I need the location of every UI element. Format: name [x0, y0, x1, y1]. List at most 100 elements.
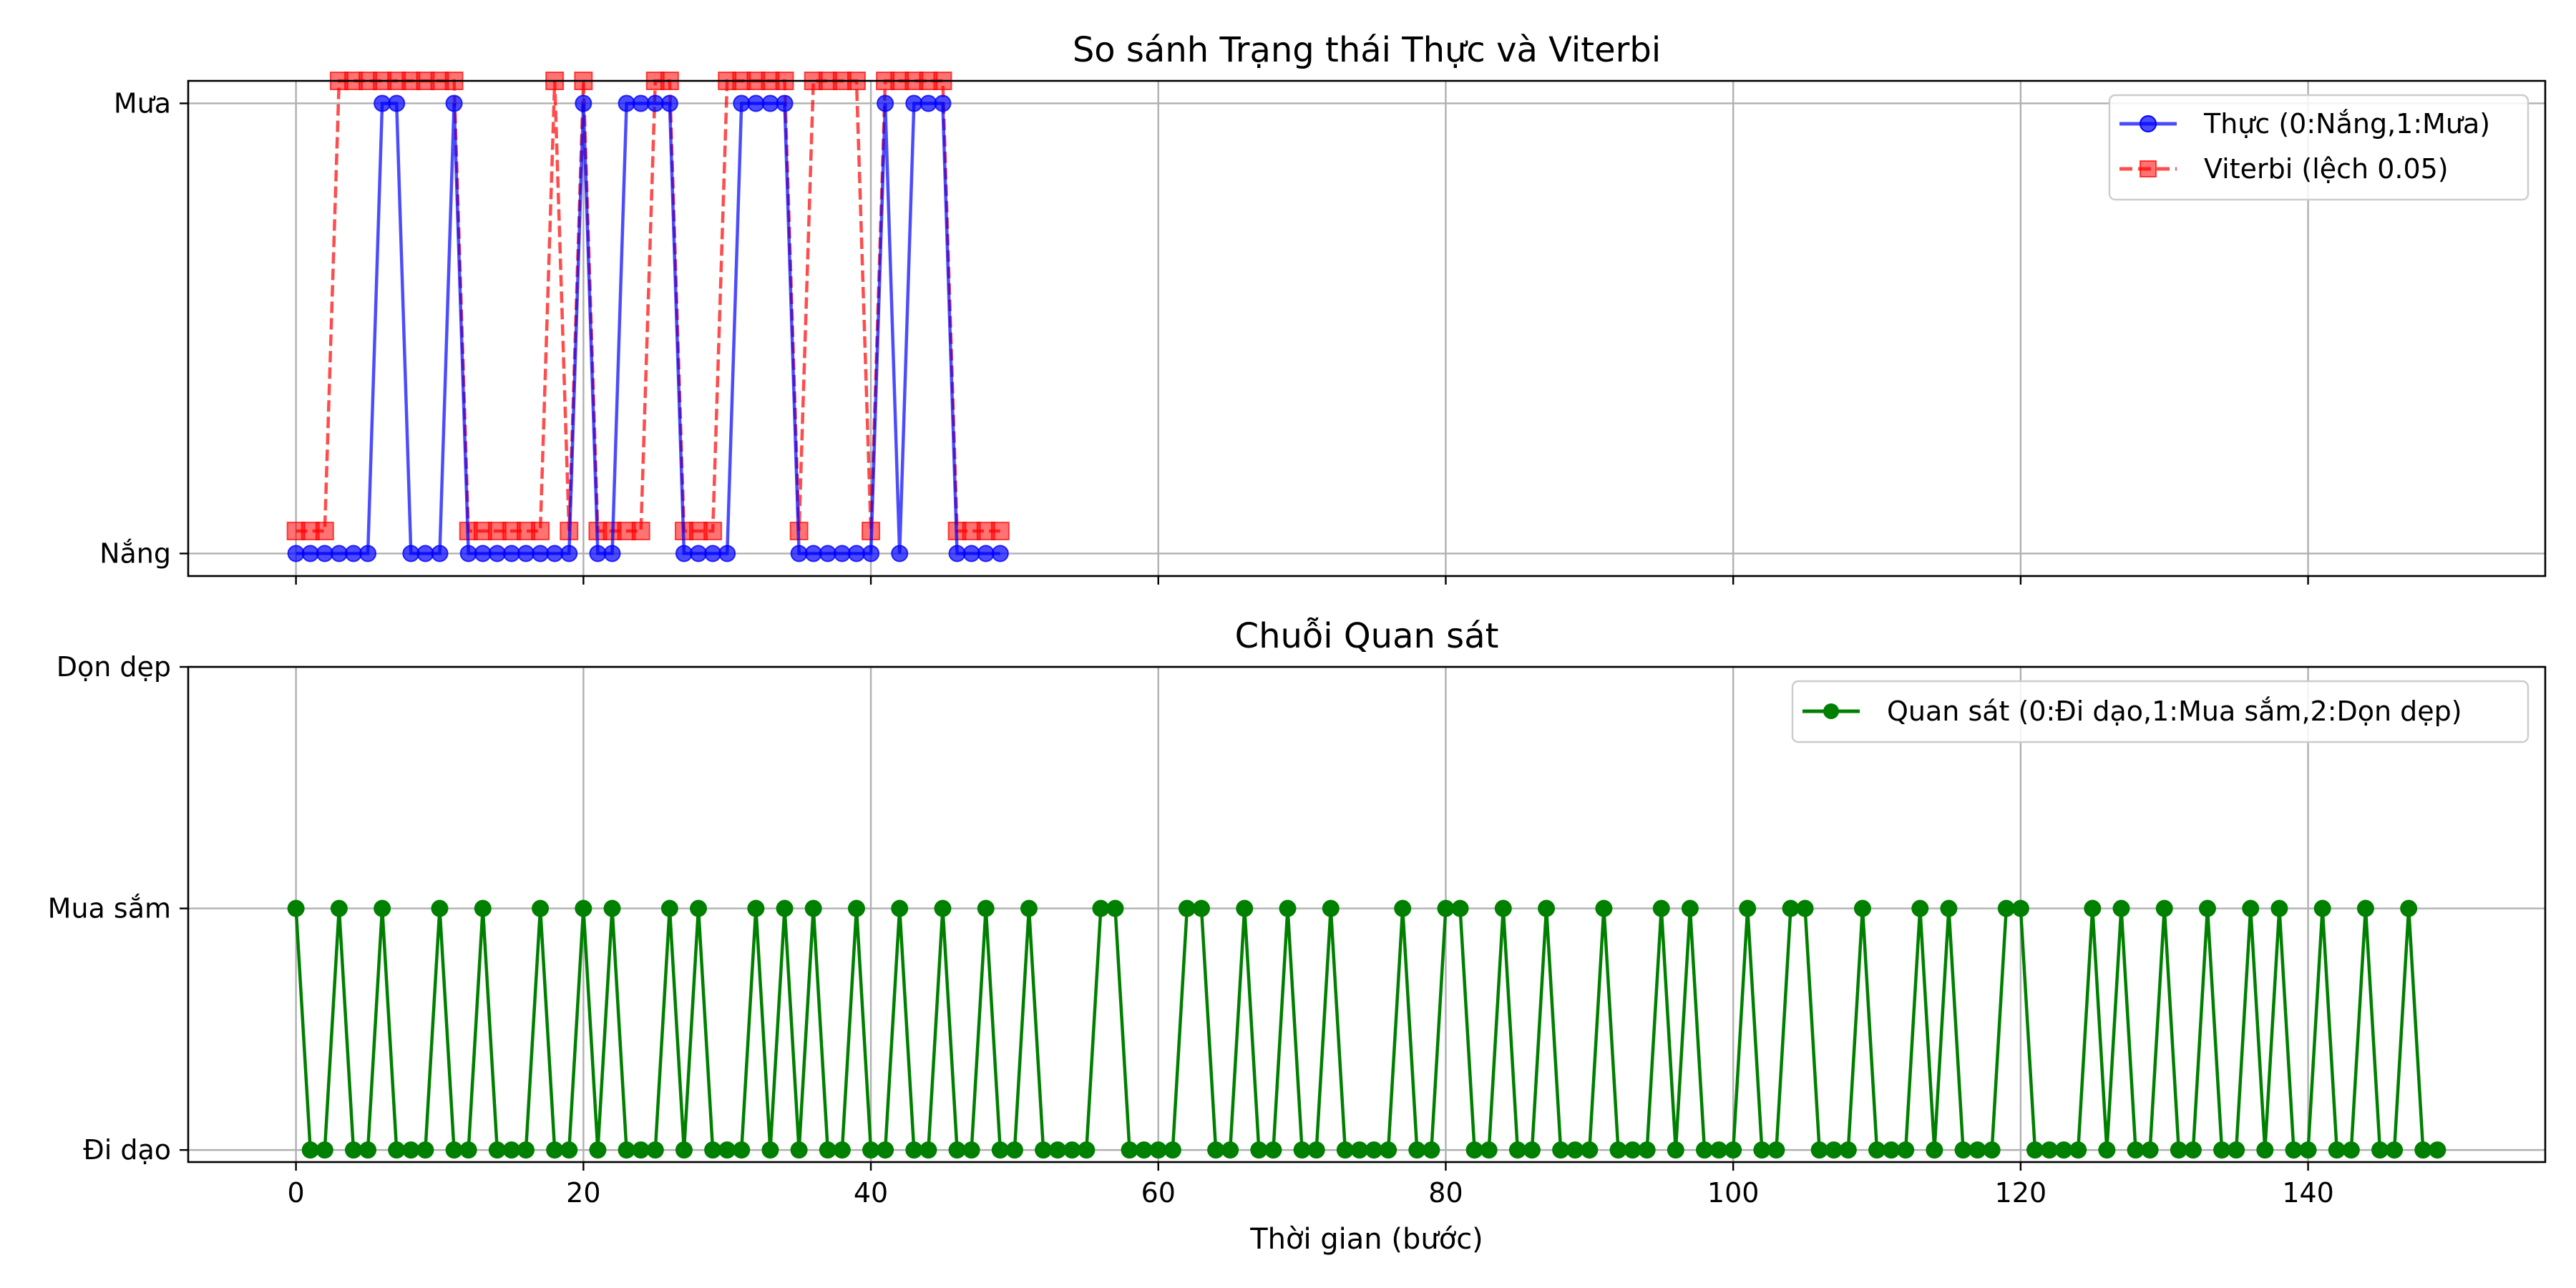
- x-tick-label: 0: [288, 1177, 305, 1209]
- observation-point: [1135, 1141, 1153, 1159]
- observation-point: [2356, 899, 2374, 917]
- observation-point: [287, 899, 305, 917]
- true-state-point: [991, 545, 1009, 562]
- y-tick-label: Dọn dẹp: [57, 651, 171, 683]
- observation-point: [2026, 1141, 2044, 1159]
- observation-point: [1437, 899, 1455, 917]
- true-state-point: [330, 545, 348, 562]
- observation-point: [2228, 1141, 2245, 1159]
- observation-point: [2084, 899, 2102, 917]
- observation-point: [1681, 899, 1699, 917]
- observation-point: [833, 1141, 851, 1159]
- viterbi-point: [990, 522, 1010, 541]
- observation-point: [1911, 899, 1929, 917]
- observation-point: [962, 1141, 980, 1159]
- true-state-point: [934, 94, 952, 112]
- observation-point: [1394, 899, 1412, 917]
- observation-point: [1753, 1141, 1771, 1159]
- observation-point: [1092, 899, 1110, 917]
- observation-point: [316, 1141, 333, 1159]
- observation-point: [1149, 1141, 1167, 1159]
- bottom-chart-legend: Quan sát (0:Đi dạo,1:Mua sắm,2:Dọn dẹp): [1791, 680, 2529, 743]
- observation-point: [1193, 899, 1211, 917]
- true-state-point: [287, 545, 305, 562]
- observation-point: [905, 1141, 923, 1159]
- observation-point: [718, 1141, 736, 1159]
- observation-point: [618, 1141, 635, 1159]
- observation-point: [1883, 1141, 1901, 1159]
- bottom-chart-series: [287, 899, 2446, 1159]
- top-chart-legend: Thực (0:Nắng,1:Mưa) Viterbi (lệch 0.05): [2108, 94, 2529, 201]
- observation-point: [474, 899, 492, 917]
- true-state-point: [747, 94, 765, 112]
- observation-point: [1307, 1141, 1325, 1159]
- observation-point: [1897, 1141, 1915, 1159]
- observation-point: [2270, 899, 2288, 917]
- observation-point: [359, 1141, 377, 1159]
- observation-point: [776, 899, 794, 917]
- true-state-point: [819, 545, 836, 562]
- observation-point: [1825, 1141, 1843, 1159]
- observation-point: [1293, 1141, 1311, 1159]
- viterbi-point: [531, 522, 550, 541]
- observation-point: [1049, 1141, 1067, 1159]
- observation-point: [1739, 899, 1757, 917]
- observation-point: [1868, 1141, 1886, 1159]
- observation-point: [2371, 1141, 2389, 1159]
- legend-viterbi-label: Viterbi (lệch 0.05): [2204, 153, 2449, 185]
- viterbi-point: [315, 522, 334, 541]
- x-tick-label: 120: [1995, 1177, 2047, 1209]
- observation-point: [1221, 1141, 1239, 1159]
- x-tick-label: 100: [1707, 1177, 1760, 1209]
- true-state-point: [690, 545, 708, 562]
- observation-point: [546, 1141, 564, 1159]
- observation-point: [560, 1141, 578, 1159]
- observation-point: [1839, 1141, 1857, 1159]
- observation-point: [2313, 899, 2331, 917]
- observation-point: [1696, 1141, 1714, 1159]
- observation-point: [2184, 1141, 2202, 1159]
- legend-true-marker: [2140, 115, 2157, 132]
- observation-point: [517, 1141, 535, 1159]
- observation-point: [1035, 1141, 1053, 1159]
- true-state-point: [388, 94, 406, 112]
- true-state-point: [374, 94, 391, 112]
- true-state-point: [301, 545, 319, 562]
- observation-point: [790, 1141, 808, 1159]
- observation-point: [919, 1141, 937, 1159]
- true-state-point: [474, 545, 492, 562]
- observation-point: [1236, 899, 1254, 917]
- observation-point: [1465, 1141, 1483, 1159]
- true-state-point: [603, 545, 621, 562]
- observation-point: [330, 899, 348, 917]
- true-state-point: [575, 94, 592, 112]
- true-state-point: [977, 545, 995, 562]
- observation-point: [2011, 899, 2029, 917]
- true-state-point: [948, 545, 966, 562]
- observation-point: [2414, 1141, 2432, 1159]
- x-tick-label: 40: [854, 1177, 888, 1209]
- observation-point: [1968, 1141, 1986, 1159]
- observation-point: [1638, 1141, 1656, 1159]
- true-state-point: [402, 545, 420, 562]
- true-state-point: [488, 545, 506, 562]
- y-tick-label: Mua sắm: [48, 893, 171, 924]
- y-tick-label: Nắng: [99, 538, 171, 570]
- observation-point: [1652, 899, 1670, 917]
- true-state-point: [833, 545, 851, 562]
- bottom-chart-title: Chuỗi Quan sát: [1235, 616, 1499, 656]
- observation-point: [2299, 1141, 2317, 1159]
- observation-point: [646, 1141, 664, 1159]
- true-state-point: [546, 545, 564, 562]
- observation-point: [1063, 1141, 1081, 1159]
- observation-point: [1106, 899, 1124, 917]
- observation-point: [819, 1141, 836, 1159]
- observation-point: [1552, 1141, 1570, 1159]
- observation-point: [1508, 1141, 1526, 1159]
- true-state-point: [847, 545, 865, 562]
- x-tick-label: 20: [566, 1177, 600, 1209]
- observation-point: [2141, 1141, 2159, 1159]
- observation-point: [1250, 1141, 1268, 1159]
- x-axis-label: Thời gian (bước): [1249, 1223, 1483, 1256]
- observation-point: [632, 1141, 650, 1159]
